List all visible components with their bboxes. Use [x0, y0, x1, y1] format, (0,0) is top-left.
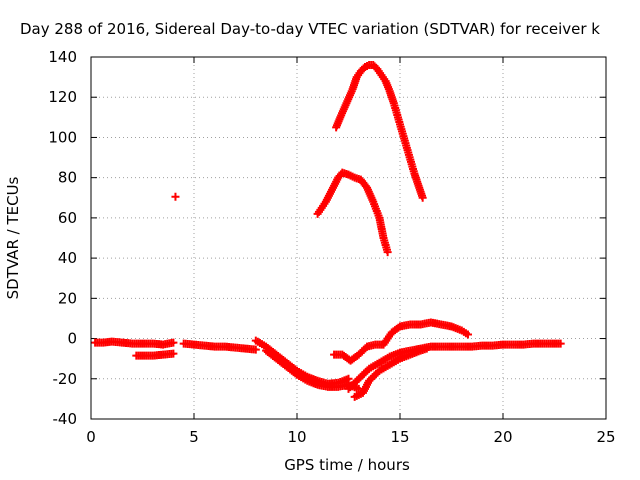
y-tick-label: 60 [58, 209, 77, 227]
grid [91, 57, 606, 419]
data-point [251, 345, 260, 354]
data-points [91, 61, 565, 401]
data-point [169, 338, 178, 347]
data-point [169, 349, 178, 358]
y-tick-label: 120 [48, 88, 77, 106]
x-axis-label: GPS time / hours [284, 456, 410, 474]
y-axis-label: SDTVAR / TECUs [4, 176, 22, 299]
data-point [463, 330, 472, 339]
x-tick-label: 15 [390, 428, 409, 446]
data-point [422, 344, 431, 353]
x-tick-label: 5 [189, 428, 199, 446]
x-tick-label: 20 [493, 428, 512, 446]
data-point [556, 339, 565, 348]
axis-ticks: 0 5 10 15 20 25 -40 -20 0 20 40 60 80 100 120 140 [48, 48, 615, 446]
chart-title: Day 288 of 2016, Sidereal Day-to-day VTE… [20, 20, 600, 38]
data-point [418, 193, 427, 202]
y-tick-label: 100 [48, 128, 77, 146]
y-tick-label: 0 [67, 330, 77, 348]
y-tick-label: 80 [58, 169, 77, 187]
x-tick-label: 25 [596, 428, 615, 446]
y-tick-label: 40 [58, 249, 77, 267]
data-point [394, 323, 403, 332]
y-tick-label: -40 [53, 410, 78, 428]
y-tick-label: 20 [58, 289, 77, 307]
y-tick-label: -20 [53, 370, 78, 388]
data-point [383, 248, 392, 257]
x-tick-label: 10 [287, 428, 306, 446]
plot-frame [90, 56, 607, 420]
x-tick-label: 0 [86, 428, 96, 446]
data-point [171, 192, 180, 201]
y-tick-label: 140 [48, 48, 77, 66]
